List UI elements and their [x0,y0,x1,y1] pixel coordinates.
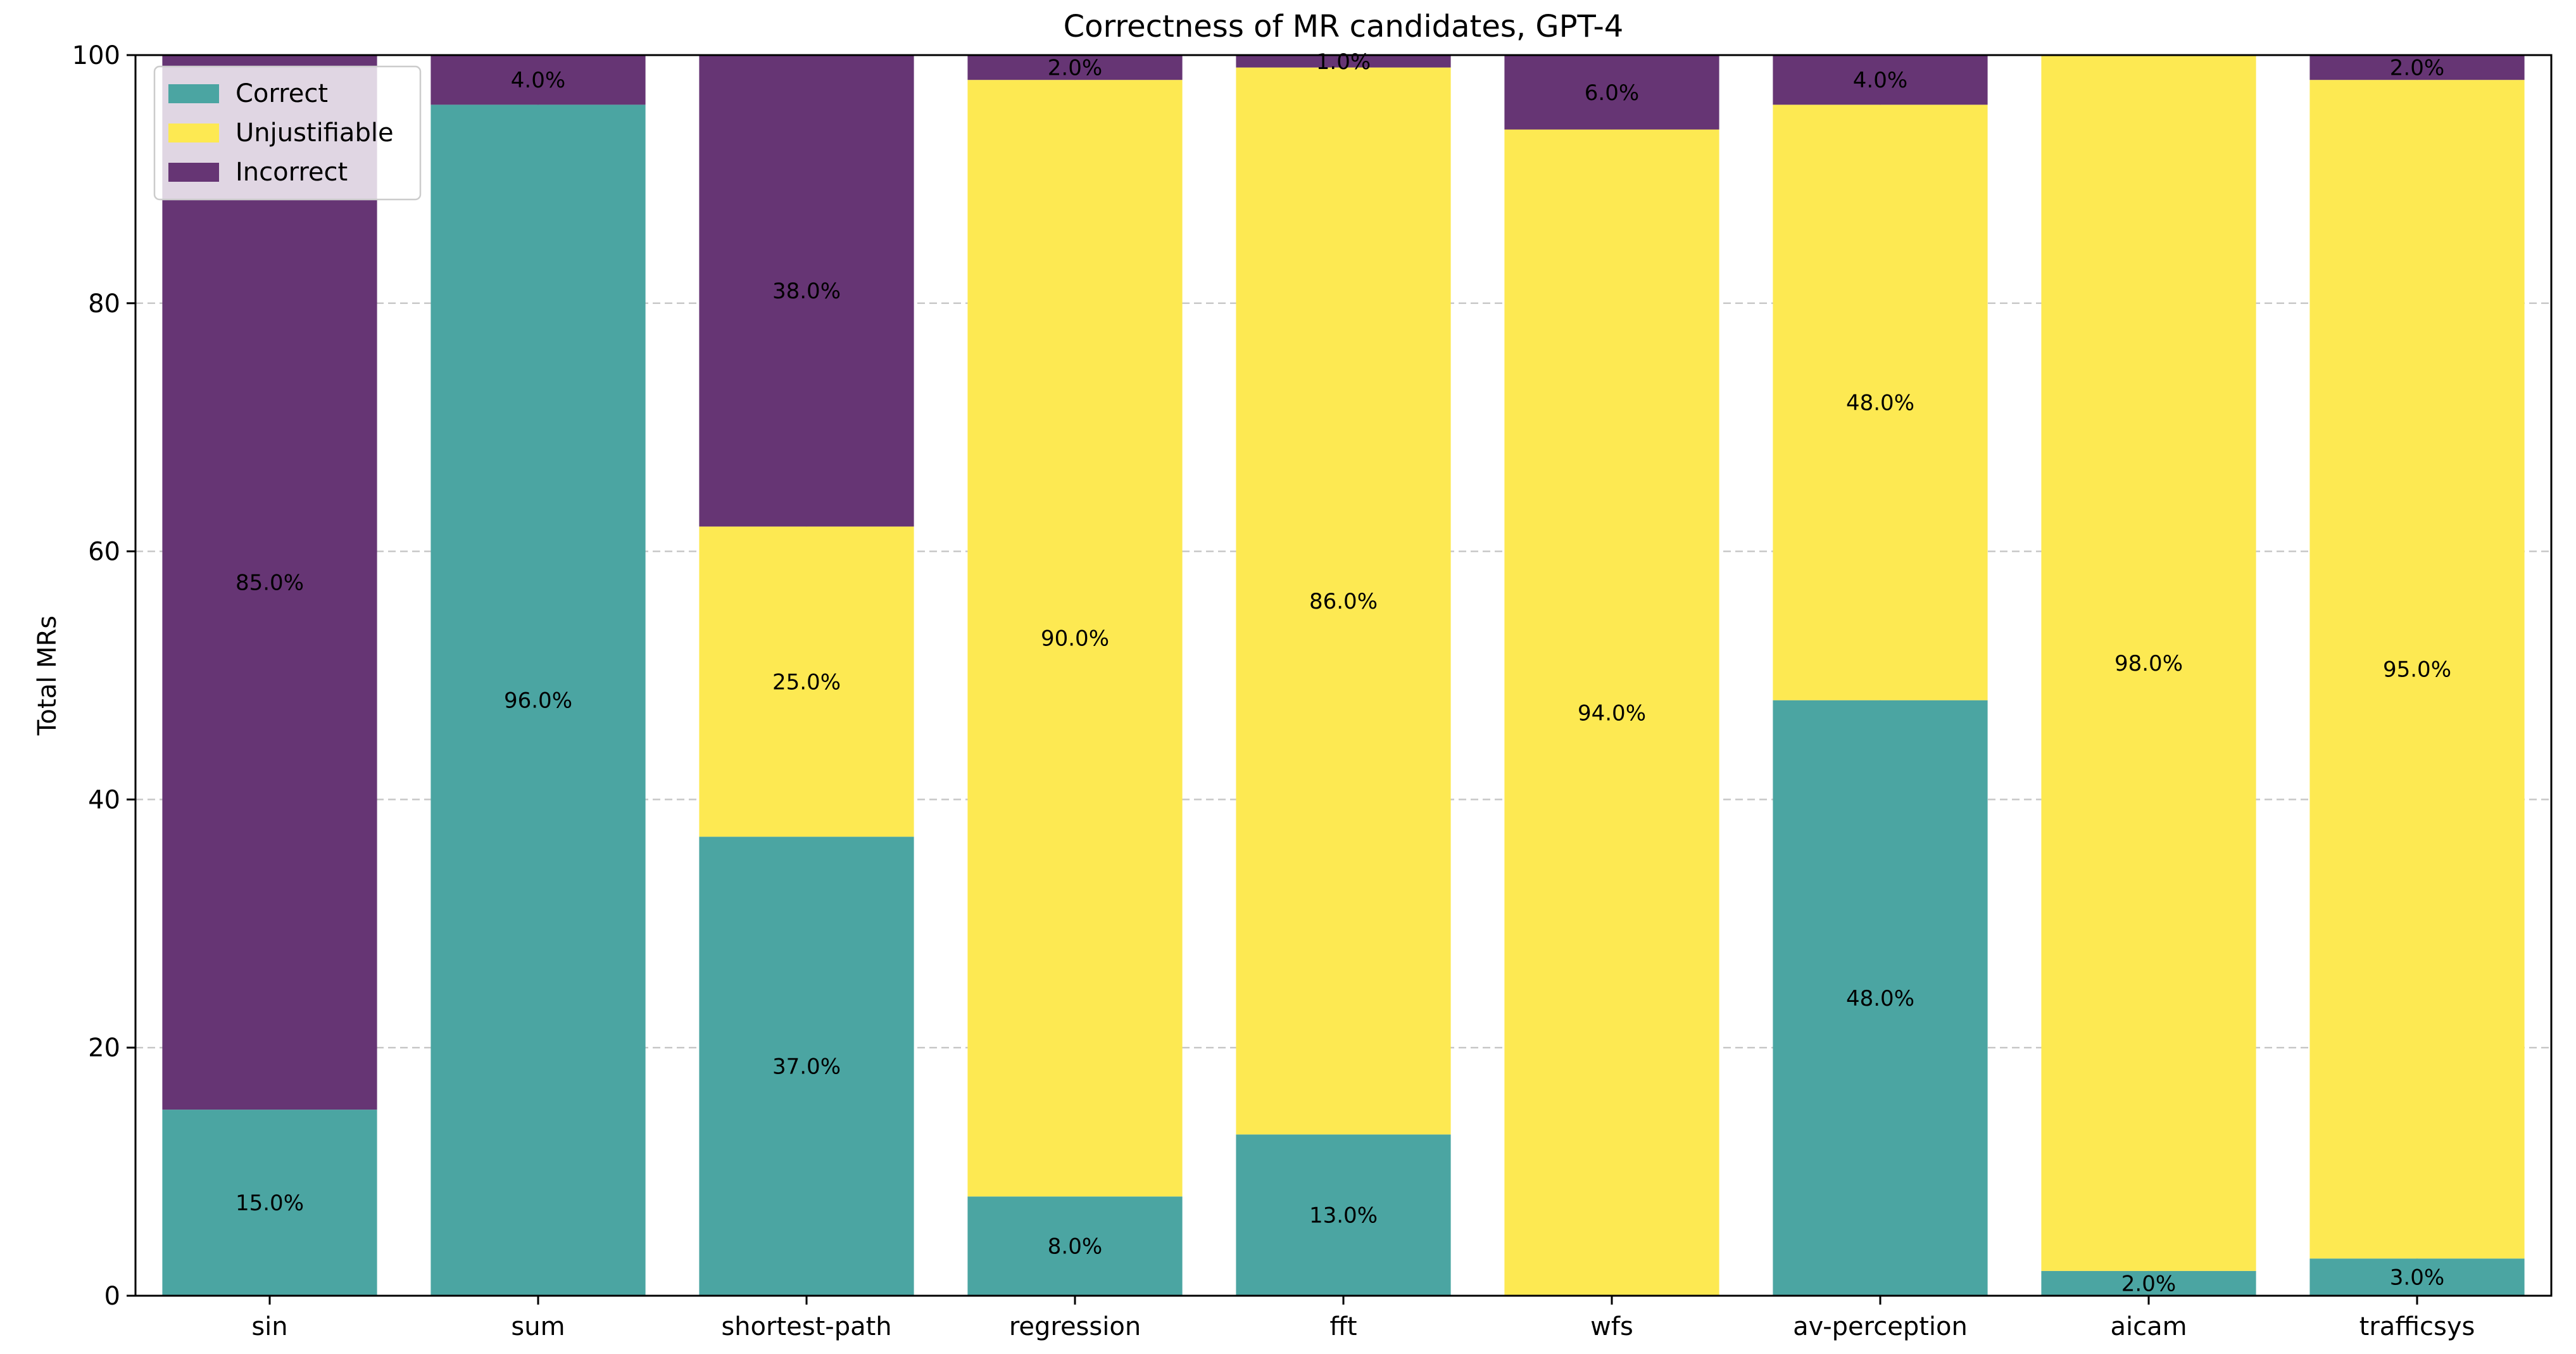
x-tick-label: aicam [2110,1312,2187,1341]
data-label: 3.0% [2390,1265,2444,1291]
bar-segment-unjustifiable-aicam [2041,55,2256,1271]
legend-box [153,65,422,201]
legend-swatch-correct [168,84,219,103]
legend-swatch-incorrect [168,163,219,182]
data-label: 48.0% [1846,391,1914,416]
legend-label-unjustifiable: Unjustifiable [236,118,394,148]
x-tick-label: wfs [1590,1312,1633,1341]
x-tick-label: fft [1329,1312,1357,1341]
data-label: 2.0% [2121,1271,2176,1296]
data-label: 1.0% [1316,49,1371,75]
bar-segment-incorrect-fft [1236,55,1451,68]
bar-segment-correct-av-perception [1773,700,1988,1296]
legend: Correct Unjustifiable Incorrect [153,65,422,201]
x-tick-label: sin [251,1312,287,1341]
y-tick-label: 40 [88,785,120,814]
bar-segment-correct-fft [1236,1134,1451,1296]
data-label: 2.0% [2390,56,2444,81]
chart-title: Correctness of MR candidates, GPT-4 [1064,9,1624,44]
data-label: 6.0% [1585,80,1639,106]
data-label: 37.0% [772,1054,841,1080]
bar-segment-correct-shortest-path [699,837,914,1296]
y-tick-label: 20 [88,1034,120,1063]
bar-segment-incorrect-regression [967,55,1183,80]
data-label: 98.0% [2114,651,2183,676]
data-label: 4.0% [1853,68,1907,93]
bar-segment-correct-trafficsys [2309,1258,2525,1296]
bar-segment-unjustifiable-fft [1236,67,1451,1135]
bar-segment-incorrect-sin [162,55,377,1110]
bar-segment-incorrect-av-perception [1773,55,1988,105]
y-tick-label: 80 [88,289,120,319]
bar-segment-unjustifiable-shortest-path [699,526,914,837]
segment-labels: 15.0% 85.0% 96.0% 4.0% 37.0% 25.0% 38.0% 8.0% 90… [236,49,2451,1297]
bar-segment-correct-sin [162,1110,377,1296]
bar-segment-incorrect-sum [430,55,646,105]
data-label: 38.0% [772,279,841,304]
data-label: 90.0% [1041,626,1109,652]
bar-segment-unjustifiable-regression [967,80,1183,1197]
x-tick-label: trafficsys [2359,1312,2475,1341]
bar-segment-correct-sum [430,104,646,1296]
legend-label-correct: Correct [236,79,328,108]
bar-segment-incorrect-trafficsys [2309,55,2525,80]
bar-segment-unjustifiable-av-perception [1773,104,1988,700]
data-label: 95.0% [2383,657,2451,683]
data-label: 8.0% [1048,1234,1102,1260]
x-tick-label: shortest-path [721,1312,891,1341]
bar-segment-incorrect-wfs [1504,55,1719,130]
y-tick-label: 60 [88,538,120,567]
x-tick-label: regression [1009,1312,1141,1341]
y-tick-label: 0 [104,1282,120,1311]
y-axis-title: Total MRs [33,616,62,736]
data-label: 15.0% [236,1191,304,1216]
data-label: 96.0% [504,688,572,714]
data-label: 85.0% [236,571,304,596]
bars [162,55,2525,1296]
data-label: 4.0% [511,68,565,93]
axes: 0 20 40 60 80 100 sin sum shortest-path regressio… [72,41,2475,1341]
legend-swatch-unjustifiable [168,123,219,142]
data-label: 86.0% [1309,589,1378,614]
bar-segment-unjustifiable-wfs [1504,129,1719,1296]
bar-segment-incorrect-shortest-path [699,55,914,527]
y-tick-label: 100 [72,41,120,70]
data-label: 2.0% [1048,56,1102,81]
bar-segment-unjustifiable-trafficsys [2309,80,2525,1259]
bar-segment-correct-regression [967,1196,1183,1296]
x-tick-label: sum [511,1312,565,1341]
data-label: 13.0% [1309,1203,1378,1229]
data-label: 25.0% [772,669,841,695]
x-tick-label: av-perception [1793,1312,1968,1341]
data-label: 48.0% [1846,986,1914,1011]
data-label: 94.0% [1578,700,1646,726]
bar-segment-correct-aicam [2041,1270,2256,1296]
legend-label-incorrect: Incorrect [236,158,348,187]
